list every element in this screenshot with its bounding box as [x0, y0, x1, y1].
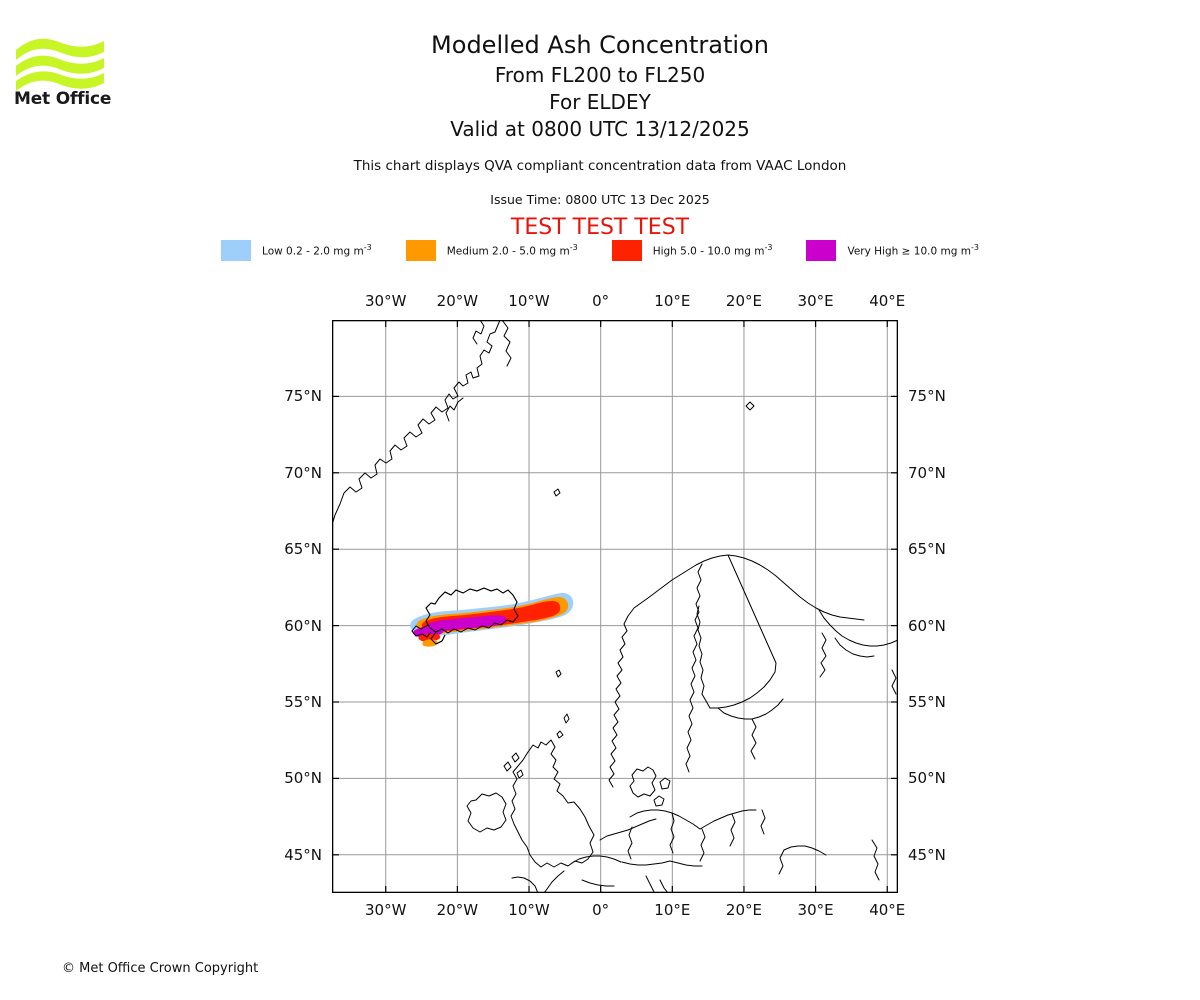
legend-swatch-high [611, 240, 642, 261]
lat-label-left-50°N: 50°N [284, 769, 322, 788]
lon-label-bottom-20°W: 20°W [436, 901, 479, 919]
legend-swatch-very-high [806, 240, 837, 261]
concentration-legend: Low 0.2 - 2.0 mg m-3 Medium 2.0 - 5.0 mg … [0, 240, 1200, 261]
flight-levels-label: From FL200 to FL250 [494, 63, 706, 87]
test-banner: TEST TEST TEST [510, 215, 690, 240]
lon-label-bottom-10°E: 10°E [654, 901, 691, 919]
ash-plume-contours [410, 593, 574, 647]
legend-label-medium: Medium 2.0 - 5.0 mg m-3 [446, 243, 578, 258]
lon-label-top-40°E: 40°E [869, 292, 906, 310]
lon-label-bottom-20°E: 20°E [725, 901, 762, 919]
lat-label-left-65°N: 65°N [284, 540, 322, 559]
legend-label-very-high: Very High ≥ 10.0 mg m-3 [847, 243, 979, 258]
copyright-notice: © Met Office Crown Copyright [62, 961, 259, 976]
lon-label-bottom-40°E: 40°E [869, 901, 906, 919]
legend-item-medium: Medium 2.0 - 5.0 mg m-3 [405, 240, 578, 261]
map-frame [332, 320, 898, 893]
lon-label-bottom-30°E: 30°E [797, 901, 834, 919]
legend-exponent: -3 [363, 243, 372, 253]
map-background [332, 320, 898, 893]
lon-label-top-10°W: 10°W [508, 292, 550, 310]
lat-label-right-65°N: 65°N [908, 540, 946, 559]
chart-subtitle: This chart displays QVA compliant concen… [353, 158, 847, 174]
lat-label-left-75°N: 75°N [284, 387, 322, 406]
lat-label-left-60°N: 60°N [284, 616, 322, 635]
map-coastlines [332, 320, 898, 893]
lon-label-top-10°E: 10°E [654, 292, 691, 310]
legend-item-high: High 5.0 - 10.0 mg m-3 [611, 240, 773, 261]
met-office-logo [14, 28, 124, 114]
lat-label-right-75°N: 75°N [908, 387, 946, 406]
issue-time-label: Issue Time: 0800 UTC 13 Dec 2025 [490, 192, 710, 207]
map-ticks [332, 320, 898, 893]
iceland-coast-overlay [411, 587, 519, 645]
lon-label-bottom-0°: 0° [592, 901, 610, 919]
lon-label-top-30°E: 30°E [797, 292, 834, 310]
lon-label-bottom-10°W: 10°W [508, 901, 550, 919]
legend-exponent: -3 [764, 243, 773, 253]
valid-time-label: Valid at 0800 UTC 13/12/2025 [450, 117, 750, 141]
page-title: Modelled Ash Concentration [431, 31, 769, 59]
legend-label-low: Low 0.2 - 2.0 mg m-3 [262, 243, 372, 258]
legend-swatch-low [221, 240, 252, 261]
legend-item-very-high: Very High ≥ 10.0 mg m-3 [806, 240, 979, 261]
lat-label-right-60°N: 60°N [908, 616, 946, 635]
lat-label-left-55°N: 55°N [284, 693, 322, 711]
met-office-wave-icon [16, 38, 104, 91]
plume-high-core-west [418, 634, 441, 642]
site-label: For ELDEY [549, 90, 651, 114]
legend-swatch-medium [405, 240, 436, 261]
legend-label-high: High 5.0 - 10.0 mg m-3 [652, 243, 773, 258]
lat-label-right-45°N: 45°N [908, 845, 946, 864]
legend-exponent: -3 [970, 243, 979, 253]
lon-label-top-20°W: 20°W [436, 292, 479, 310]
plume-veryhigh-contour [425, 615, 507, 632]
legend-exponent: -3 [569, 243, 578, 253]
lat-label-left-70°N: 70°N [284, 463, 322, 482]
map-svg [332, 320, 898, 893]
lon-label-top-0°: 0° [592, 292, 610, 310]
met-office-wordmark: Met Office [14, 89, 112, 109]
lat-label-right-70°N: 70°N [908, 463, 946, 482]
lon-label-top-30°W: 30°W [365, 292, 407, 310]
map-plot-area [332, 320, 898, 893]
lon-label-top-20°E: 20°E [725, 292, 762, 310]
lat-label-right-50°N: 50°N [908, 769, 946, 788]
lat-label-right-55°N: 55°N [908, 693, 946, 711]
legend-item-low: Low 0.2 - 2.0 mg m-3 [221, 240, 372, 261]
lat-label-left-45°N: 45°N [284, 845, 322, 864]
lon-label-bottom-30°W: 30°W [365, 901, 407, 919]
